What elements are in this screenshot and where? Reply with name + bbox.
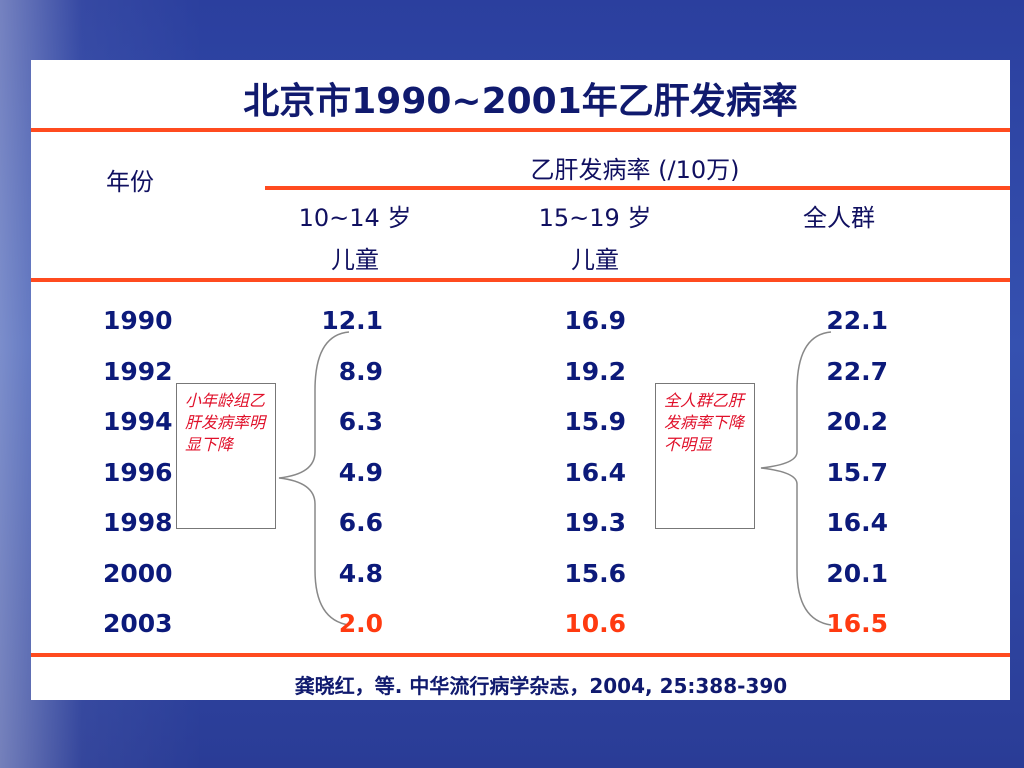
column-header: 儿童	[331, 246, 379, 274]
rule	[31, 278, 1010, 282]
panel: 北京市1990~2001年乙肝发病率 年份 乙肝发病率 (/10万) 10~14…	[31, 60, 1010, 700]
year-cell: 1990	[103, 306, 173, 335]
value-cell: 16.4	[564, 457, 626, 487]
title: 北京市1990~2001年乙肝发病率	[243, 81, 798, 122]
rule	[265, 186, 1010, 190]
year-cell: 1992	[103, 356, 173, 386]
value-cell: 10.6	[564, 609, 626, 638]
value-cell: 15.7	[826, 457, 888, 487]
column-header: 儿童	[571, 246, 619, 274]
value-cell: 16.4	[826, 508, 888, 537]
year-cell: 1998	[103, 508, 173, 537]
year-cell: 2000	[103, 558, 173, 588]
value-cell: 22.1	[826, 306, 888, 335]
value-cell: 2.0	[338, 609, 383, 638]
column-header: 15~19 岁	[538, 204, 652, 232]
value-cell: 4.8	[338, 558, 383, 588]
value-cell: 6.3	[338, 407, 383, 436]
note: 小年龄组乙肝发病率明显下降	[176, 383, 276, 529]
value-cell: 20.1	[826, 558, 888, 588]
value-cell: 8.9	[338, 356, 383, 386]
value-cell: 19.3	[564, 508, 626, 537]
year-cell: 1996	[103, 457, 173, 487]
year-cell: 2003	[103, 609, 173, 638]
value-cell: 15.9	[564, 407, 626, 436]
brace	[760, 331, 832, 626]
value-cell: 19.2	[564, 356, 626, 386]
braces	[278, 331, 832, 626]
column-header: 全人群	[803, 204, 875, 232]
year-header: 年份	[106, 168, 154, 196]
value-cell: 4.9	[338, 457, 383, 487]
value-cell: 12.1	[321, 306, 383, 335]
year-cell: 1994	[103, 407, 173, 436]
group-header: 乙肝发病率 (/10万)	[530, 156, 740, 184]
value-cell: 16.9	[564, 306, 626, 335]
rule	[31, 128, 1010, 132]
brace	[278, 331, 350, 626]
value-cell: 16.5	[826, 609, 888, 638]
note: 全人群乙肝发病率下降不明显	[655, 383, 755, 529]
column-header: 10~14 岁	[298, 204, 412, 232]
rule	[31, 653, 1010, 657]
value-cell: 6.6	[338, 508, 383, 537]
value-cell: 15.6	[564, 558, 626, 588]
citation: 龚晓红，等. 中华流行病学杂志，2004, 25:388-390	[294, 674, 788, 698]
value-cell: 20.2	[826, 407, 888, 436]
value-cell: 22.7	[826, 356, 888, 386]
